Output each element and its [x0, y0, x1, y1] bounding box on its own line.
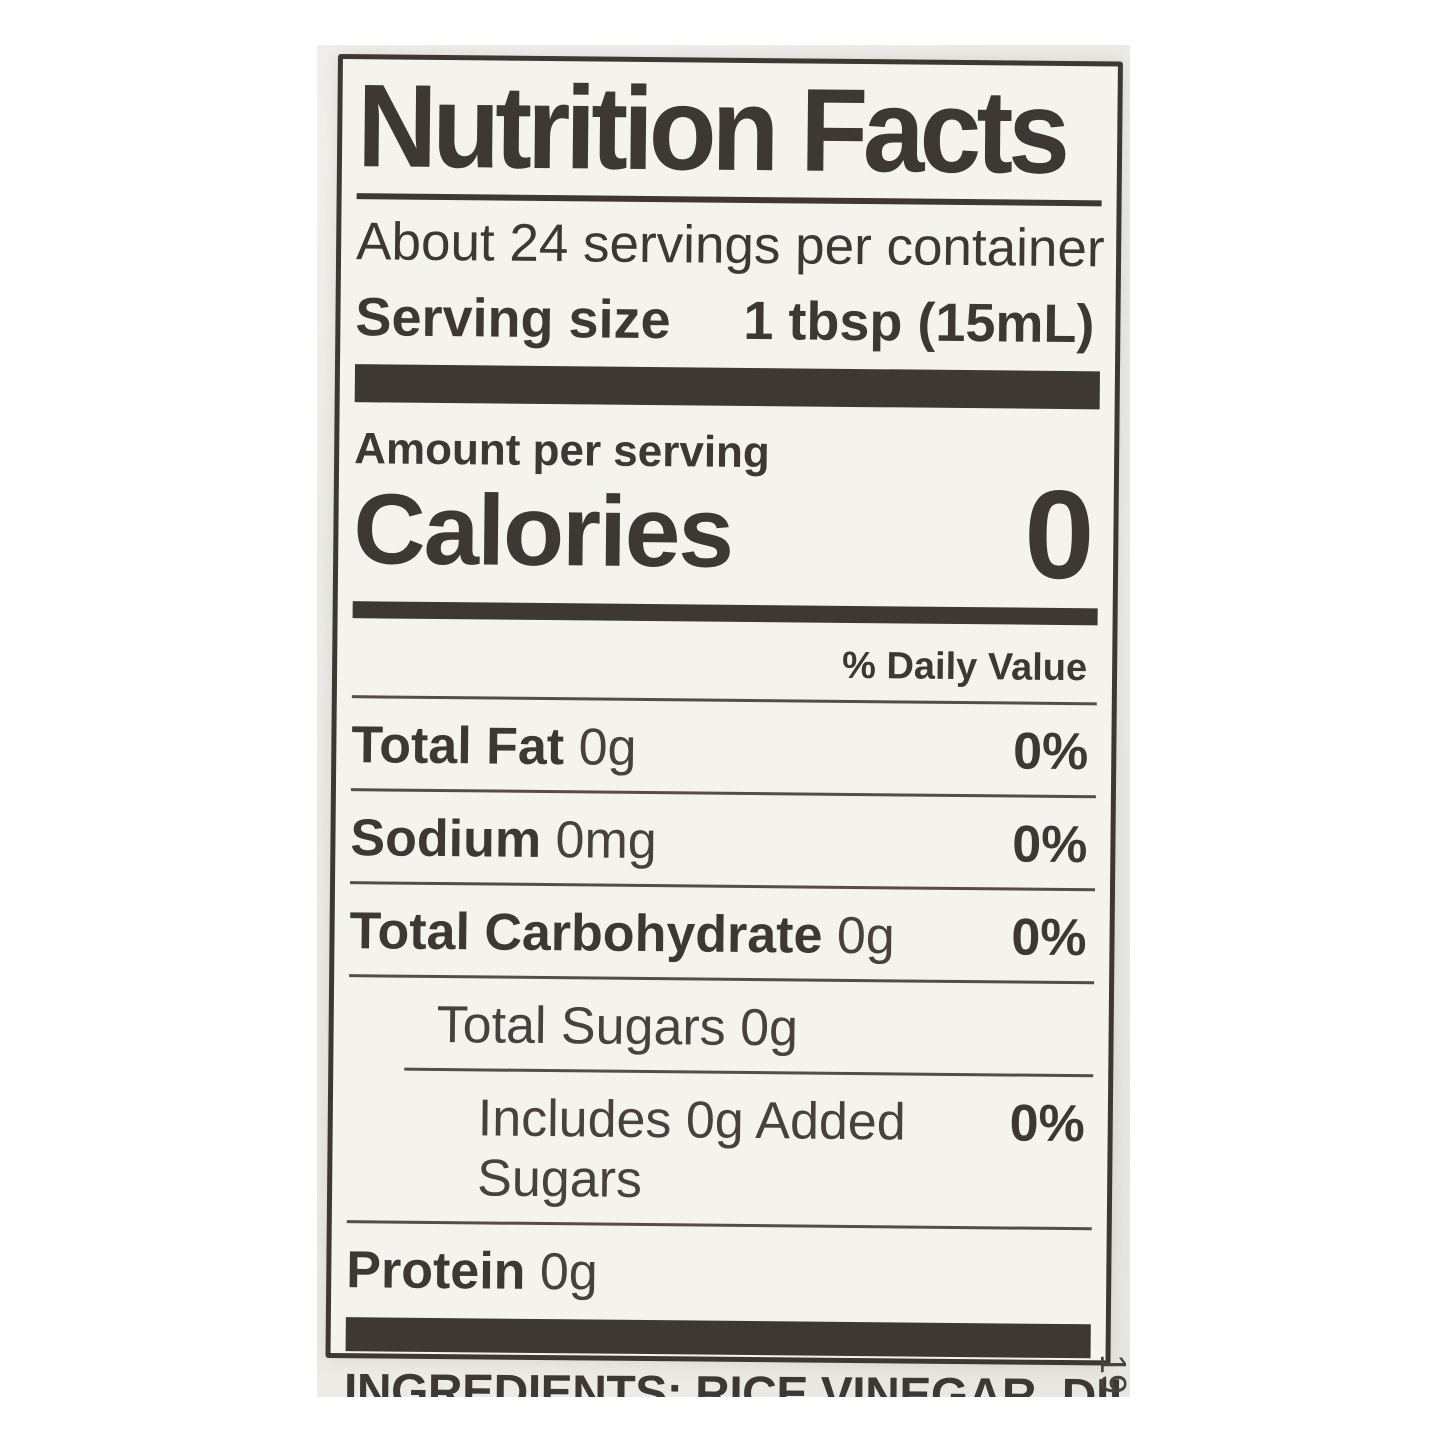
nutrient-name-and-amount: Total Fat 0g	[351, 715, 637, 778]
nutrition-facts-panel: Nutrition Facts About 24 servings per co…	[325, 54, 1123, 1366]
serving-size-value: 1 tbsp (15mL)	[743, 290, 1095, 355]
nutrition-facts-content: Nutrition Facts About 24 servings per co…	[328, 59, 1118, 1365]
product-label-photo: Nutrition Facts About 24 servings per co…	[317, 45, 1130, 1397]
nutrient-row-total-sugars: Total Sugars 0g	[348, 977, 1094, 1074]
nutrient-daily-value: 0%	[1012, 815, 1088, 875]
calories-label: Calories	[352, 473, 733, 590]
nutrient-name: Total Fat	[351, 716, 565, 777]
nutrient-daily-value: 0%	[1009, 1094, 1086, 1154]
servings-per-container: About 24 servings per container	[355, 212, 1105, 279]
nutrient-row-includes-0g-added-sugars: Includes 0g Added Sugars 0%	[347, 1070, 1093, 1227]
serving-size-label: Serving size	[355, 287, 671, 351]
amount-per-serving-label: Amount per serving	[353, 424, 771, 478]
nutrient-name-and-amount: Total Sugars 0g	[436, 995, 798, 1058]
nutrition-facts-title: Nutrition Facts	[356, 60, 1066, 199]
thick-divider-top	[354, 364, 1100, 410]
nutrient-name: Protein	[346, 1241, 526, 1302]
nutrient-name-and-amount: Total Carbohydrate 0g	[349, 901, 895, 966]
nutrient-row-total-carbohydrate: Total Carbohydrate 0g 0%	[349, 884, 1095, 981]
ingredients-line-partial: INGREDIENTS: RICE VINEGAR, DILUTED WITH	[343, 1364, 1130, 1397]
calories-divider	[352, 601, 1098, 626]
nutrient-daily-value: 0%	[1011, 908, 1087, 968]
nutrient-amount: 0g	[539, 1243, 599, 1302]
nutrient-amount: 0g	[578, 718, 637, 778]
calories-value: 0	[1023, 463, 1096, 606]
nutrient-name: Total Sugars	[436, 996, 726, 1058]
nutrient-name-and-amount: Protein 0g	[346, 1240, 598, 1302]
nutrient-amount: 0mg	[555, 811, 658, 871]
calories-row: Calories 0	[352, 463, 1099, 606]
nutrient-rows: Total Fat 0g 0% Sodium 0mg 0% Total Carbohyd…	[346, 698, 1097, 1320]
nutrient-row-sodium: Sodium 0mg 0%	[350, 791, 1096, 888]
nutrient-name: Includes 0g Added Sugars	[476, 1089, 906, 1210]
nutrient-amount: 0g	[739, 999, 799, 1058]
nutrient-name: Total Carbohydrate	[349, 902, 823, 966]
nutrient-row-protein: Protein 0g	[346, 1223, 1092, 1320]
nutrient-amount: 0g	[836, 907, 896, 966]
thick-divider-bottom	[345, 1317, 1091, 1359]
nutrient-daily-value: 0%	[1012, 722, 1089, 782]
serving-size-row: Serving size 1 tbsp (15mL)	[355, 286, 1101, 355]
side-print-code: 19	[1093, 1353, 1130, 1395]
daily-value-header: % Daily Value	[841, 645, 1088, 690]
nutrient-name-and-amount: Sodium 0mg	[350, 808, 657, 871]
nutrient-row-total-fat: Total Fat 0g 0%	[351, 698, 1097, 795]
nutrient-name-and-amount: Includes 0g Added Sugars	[477, 1089, 1010, 1214]
nutrient-name: Sodium	[350, 809, 542, 870]
